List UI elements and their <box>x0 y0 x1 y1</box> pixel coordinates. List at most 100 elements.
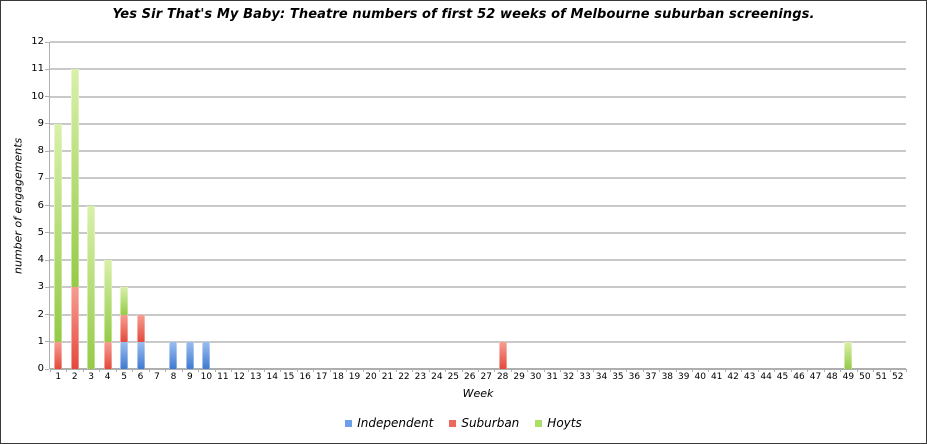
x-tickmark-5 <box>132 369 134 372</box>
bar-segment-independent-week-6 <box>136 341 145 369</box>
y-tickmark-5 <box>45 232 49 234</box>
x-tick-label-4: 4 <box>104 372 111 382</box>
x-tick-label-40: 40 <box>694 372 706 382</box>
x-tick-label-46: 46 <box>793 372 805 382</box>
x-tickmark-2 <box>82 369 84 372</box>
x-tick-label-3: 3 <box>88 372 94 382</box>
bar-segment-hoyts-week-1 <box>54 123 63 342</box>
x-tick-label-16: 16 <box>299 372 311 382</box>
legend-swatch-independent <box>345 419 353 427</box>
x-tick-label-24: 24 <box>431 372 443 382</box>
x-tick-label-51: 51 <box>875 372 888 382</box>
x-tickmark-30 <box>543 369 545 372</box>
y-tickmark-12 <box>45 41 49 43</box>
y-tick-label-10: 10 <box>31 90 44 102</box>
bar-segment-suburban-week-4 <box>103 341 112 369</box>
x-tickmark-34 <box>609 369 611 372</box>
legend-label-independent: Independent <box>357 416 434 430</box>
bar-segment-suburban-week-1 <box>54 341 63 369</box>
y-tick-label-1: 1 <box>37 335 44 347</box>
x-tickmark-8 <box>181 369 183 372</box>
gridline-y-2 <box>50 313 906 316</box>
x-tickmark-29 <box>527 369 529 372</box>
x-tickmark-27 <box>494 369 496 372</box>
gridline-y-8 <box>50 150 906 152</box>
x-tickmark-19 <box>362 369 364 372</box>
y-tick-label-11: 11 <box>31 63 44 75</box>
legend-label-suburban: Suburban <box>461 416 520 430</box>
plot-area <box>45 41 907 372</box>
gridline-y-4 <box>50 259 906 261</box>
x-tickmark-24 <box>445 369 447 372</box>
legend: Independent Suburban Hoyts <box>1 416 926 430</box>
x-tickmark-45 <box>790 369 792 372</box>
x-tickmark-1 <box>66 369 68 372</box>
x-tickmark-49 <box>856 369 858 372</box>
y-tickmark-3 <box>45 286 49 288</box>
x-tickmark-4 <box>115 369 117 372</box>
bar-segment-hoyts-week-5 <box>120 287 129 315</box>
x-tick-label-14: 14 <box>266 372 278 382</box>
x-tickmark-36 <box>642 369 644 372</box>
x-tickmark-21 <box>395 369 397 372</box>
x-tick-label-25: 25 <box>447 372 460 382</box>
bar-segment-hoyts-week-2 <box>70 69 79 288</box>
gridline-y-12 <box>50 41 906 43</box>
x-tick-label-12: 12 <box>233 372 246 382</box>
chart-title: Yes Sir That's My Baby: Theatre numbers … <box>112 7 815 22</box>
x-tickmark-39 <box>692 369 693 372</box>
y-tick-label-7: 7 <box>37 172 44 184</box>
y-axis-ticks: 0 1 2 3 4 5 6 7 8 9 10 11 12 <box>1 36 44 374</box>
legend-item-hoyts: Hoyts <box>535 416 582 430</box>
x-tick-label-19: 19 <box>348 372 361 382</box>
x-tickmark-46 <box>807 369 809 372</box>
x-tickmark-35 <box>626 369 628 372</box>
x-tick-label-36: 36 <box>628 372 641 382</box>
bar-segment-hoyts-week-4 <box>103 260 112 342</box>
x-tick-label-31: 31 <box>546 372 558 382</box>
x-tickmark-23 <box>428 369 430 372</box>
y-tick-label-9: 9 <box>37 117 44 129</box>
x-tick-label-6: 6 <box>137 372 144 382</box>
bar-segment-suburban-week-2 <box>70 287 79 369</box>
x-tick-label-23: 23 <box>414 372 427 382</box>
x-tickmark-25 <box>461 369 463 372</box>
y-tickmark-4 <box>45 259 49 261</box>
x-tick-label-44: 44 <box>760 372 772 382</box>
y-tick-label-0: 0 <box>37 363 44 374</box>
y-tickmark-6 <box>45 205 49 206</box>
x-axis-ticks: 1 2 3 4 5 6 7 8 9 10 11 12 13 14 15 16 17 18 19 20 21 22 23 24 2… <box>50 372 906 384</box>
y-tickmark-7 <box>45 177 49 179</box>
x-tickmark-32 <box>576 369 578 372</box>
x-tickmark-7 <box>165 369 167 372</box>
x-tickmark-3 <box>99 369 101 372</box>
x-tickmark-43 <box>757 369 759 372</box>
legend-item-suburban: Suburban <box>449 416 519 430</box>
x-tick-label-28: 28 <box>496 372 509 382</box>
y-tickmark-1 <box>45 341 49 343</box>
y-tick-label-2: 2 <box>37 308 44 320</box>
x-tick-label-50: 50 <box>859 372 871 382</box>
gridline-y-10 <box>50 95 906 98</box>
bar-segment-suburban-week-5 <box>120 314 129 342</box>
x-tick-label-20: 20 <box>365 372 377 382</box>
gridline-y-5 <box>50 231 906 234</box>
x-tickmark-18 <box>346 369 348 372</box>
x-tickmark-11 <box>231 369 233 372</box>
x-axis-title: Week <box>462 387 494 400</box>
x-tick-label-37: 37 <box>645 372 657 382</box>
x-tick-label-9: 9 <box>187 372 193 382</box>
gridline-y-7 <box>50 177 906 180</box>
x-tick-label-18: 18 <box>332 372 344 382</box>
x-tick-label-30: 30 <box>529 372 542 382</box>
x-tick-label-35: 35 <box>612 372 624 382</box>
gridline-y-1 <box>50 340 906 343</box>
x-tick-label-45: 45 <box>776 372 789 382</box>
bar-segment-suburban-week-28 <box>498 341 507 369</box>
x-tick-label-21: 21 <box>381 372 394 382</box>
x-tickmark-40 <box>708 369 710 372</box>
x-tick-label-7: 7 <box>154 372 160 382</box>
x-tick-label-26: 26 <box>464 372 476 382</box>
y-tick-label-5: 5 <box>37 226 44 238</box>
